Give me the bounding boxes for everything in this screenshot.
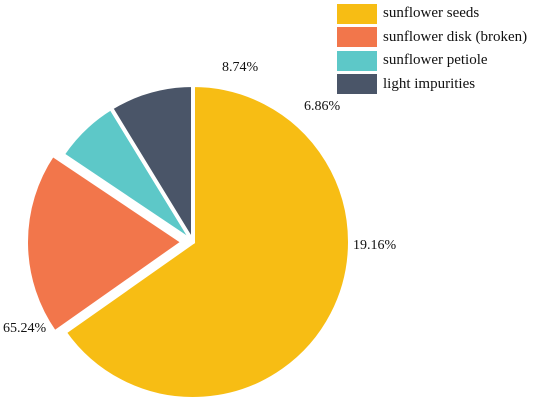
legend-item-sunflower-disk-broken: sunflower disk (broken) (337, 26, 550, 50)
pie-slice-sunflower-seeds (62, 83, 352, 400)
legend-swatch (337, 3, 377, 24)
legend-label: light impurities (383, 75, 476, 92)
legend-item-sunflower-petiole: sunflower petiole (337, 49, 550, 73)
legend-swatch (337, 27, 377, 48)
legend-swatch (337, 50, 377, 71)
percent-label-sunflower-seeds: 65.24% (3, 321, 47, 336)
percent-label-sunflower-petiole: 6.86% (304, 99, 341, 114)
chart-legend: sunflower seeds sunflower disk (broken) su… (337, 2, 550, 96)
pie-slices (24, 83, 352, 400)
legend-item-sunflower-seeds: sunflower seeds (337, 2, 550, 26)
legend-label: sunflower seeds (383, 5, 480, 22)
legend-label: sunflower petiole (383, 52, 488, 69)
legend-swatch (337, 74, 377, 95)
percent-label-sunflower-disk-broken: 19.16% (353, 238, 397, 253)
pie-slice-light-impurities (109, 83, 195, 244)
percent-label-light-impurities: 8.74% (222, 60, 259, 75)
legend-item-light-impurities: light impurities (337, 73, 550, 97)
pie-slice-sunflower-disk-broken (24, 152, 186, 335)
pie-percent-labels: 65.24% 19.16% 6.86% 8.74% (3, 60, 397, 336)
legend-label: sunflower disk (broken) (383, 28, 528, 45)
